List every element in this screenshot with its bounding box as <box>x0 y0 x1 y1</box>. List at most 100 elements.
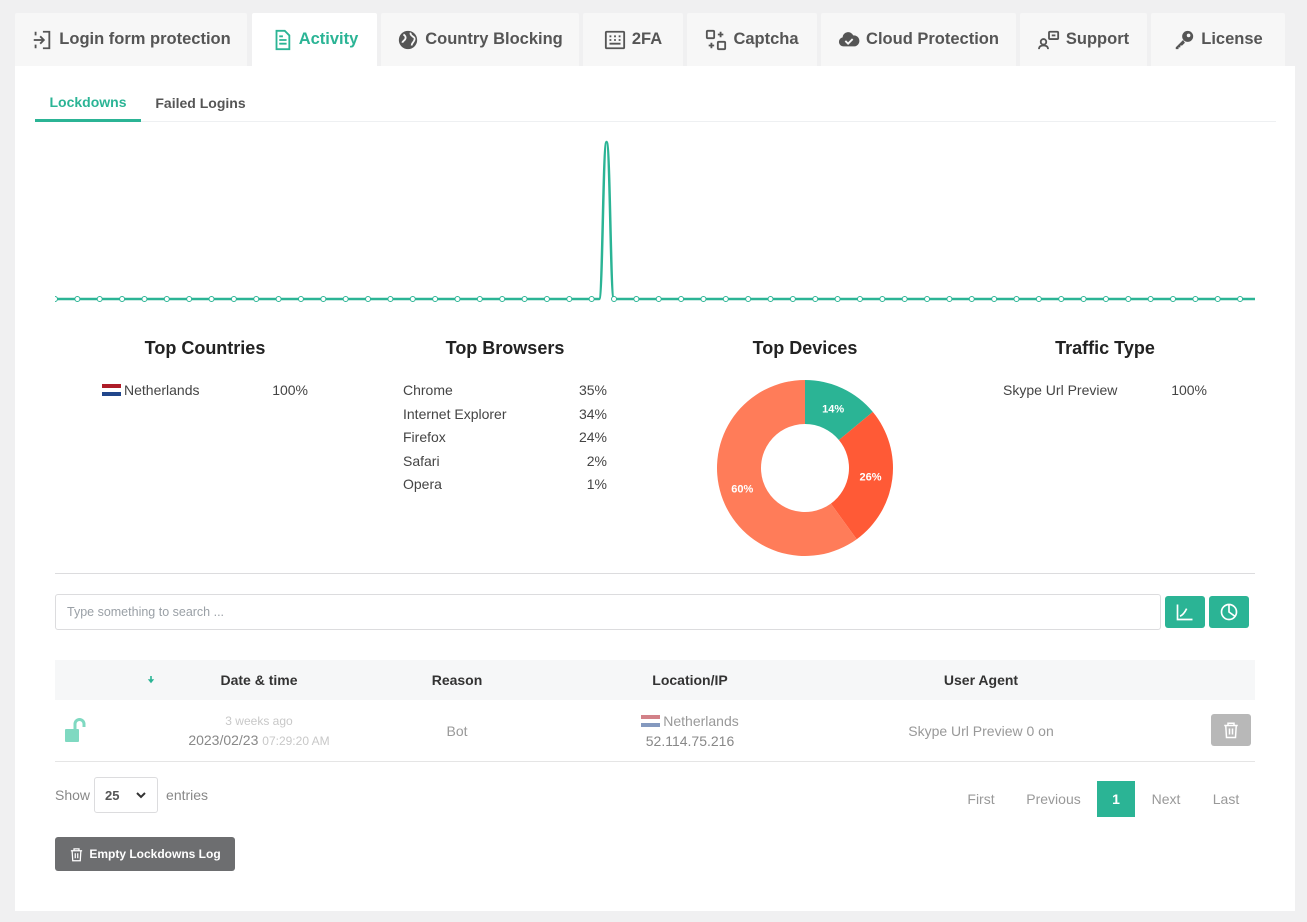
data-point <box>1058 296 1065 302</box>
pie-chart-toggle-button[interactable] <box>1209 596 1249 628</box>
delete-row-button[interactable] <box>1211 714 1251 746</box>
data-point <box>253 296 260 302</box>
data-point <box>1170 296 1177 302</box>
data-point <box>678 296 685 302</box>
date-time-cell: 3 weeks ago 2023/02/23 07:29:20 AM <box>179 700 339 762</box>
data-point <box>834 296 841 302</box>
activity-panel: Lockdowns Failed Logins Top Countries Ne… <box>15 66 1295 911</box>
column-reason[interactable]: Reason <box>431 672 483 688</box>
main-tabs: Login form protection Activity Country B… <box>15 13 1295 66</box>
subtab-failed-logins[interactable]: Failed Logins <box>155 94 246 111</box>
pagination-last[interactable]: Last <box>1212 791 1240 807</box>
tab-cloud-protection[interactable]: Cloud Protection <box>821 13 1016 66</box>
pagination-previous[interactable]: Previous <box>1026 791 1081 807</box>
donut-slice <box>717 380 857 556</box>
data-point <box>812 296 819 302</box>
netherlands-flag-icon <box>102 383 121 397</box>
data-point <box>454 296 461 302</box>
ip-address: 52.114.75.216 <box>645 733 735 749</box>
data-point <box>1192 296 1199 302</box>
data-point <box>700 296 707 302</box>
browser-row: Firefox 24% <box>403 427 607 447</box>
line-chart-toggle-button[interactable] <box>1165 596 1205 628</box>
keypad-icon <box>604 30 625 49</box>
relative-time: 3 weeks ago <box>225 714 293 728</box>
data-point <box>1125 296 1132 302</box>
document-icon <box>275 29 290 50</box>
tab-license[interactable]: License <box>1151 13 1285 66</box>
data-point <box>74 296 81 302</box>
browser-row: Opera 1% <box>403 474 607 494</box>
tab-label: Login form protection <box>59 30 231 48</box>
column-user-agent[interactable]: User Agent <box>943 672 1019 688</box>
browser-row: Internet Explorer 34% <box>403 404 607 424</box>
browser-name: Firefox <box>403 429 446 445</box>
data-point <box>499 296 506 302</box>
divider <box>55 573 1255 574</box>
tab-2fa[interactable]: 2FA <box>583 13 683 66</box>
pagination-page-1[interactable]: 1 <box>1097 781 1135 817</box>
browser-row: Safari 2% <box>403 451 607 471</box>
traffic-value: 100% <box>1171 382 1207 398</box>
browser-name: Chrome <box>403 382 453 398</box>
data-point <box>1147 296 1154 302</box>
tab-label: Support <box>1065 30 1130 48</box>
subtab-lockdowns[interactable]: Lockdowns <box>35 84 141 122</box>
browser-name: Safari <box>403 453 440 469</box>
data-point <box>924 296 931 302</box>
netherlands-flag-icon <box>641 714 661 728</box>
data-point <box>946 296 953 302</box>
tab-label: 2FA <box>631 30 663 48</box>
sign-in-icon <box>34 30 51 49</box>
search-input[interactable] <box>55 594 1161 630</box>
browser-value: 1% <box>586 476 607 492</box>
slice-label: 26% <box>859 471 881 483</box>
page-size-control: Show 25 entries <box>55 777 208 813</box>
data-point <box>297 296 304 302</box>
tab-login-form-protection[interactable]: Login form protection <box>15 13 247 66</box>
page-size-select[interactable]: 25 <box>94 777 159 813</box>
browser-name: Internet Explorer <box>403 406 507 422</box>
time: 07:29:20 AM <box>262 734 330 748</box>
tab-activity[interactable]: Activity <box>252 13 377 66</box>
donut-slice <box>805 380 873 440</box>
sort-indicator[interactable] <box>131 660 171 700</box>
data-point <box>1237 296 1244 302</box>
pagination-first[interactable]: First <box>967 791 995 807</box>
chevron-down-icon <box>136 792 146 799</box>
data-point <box>991 296 998 302</box>
tab-support[interactable]: Support <box>1020 13 1147 66</box>
table-row: 3 weeks ago 2023/02/23 07:29:20 AM Bot N… <box>55 700 1255 762</box>
tab-country-blocking[interactable]: Country Blocking <box>381 13 579 66</box>
show-label: Show <box>55 787 91 803</box>
data-point <box>141 296 148 302</box>
data-point <box>856 296 863 302</box>
data-point <box>655 296 662 302</box>
data-point <box>320 296 327 302</box>
country-value: 100% <box>272 382 308 398</box>
data-point <box>230 296 237 302</box>
globe-icon <box>399 30 418 49</box>
empty-lockdowns-log-button[interactable]: Empty Lockdowns Log <box>55 837 235 871</box>
donut-slice <box>830 411 893 540</box>
data-point <box>1013 296 1020 302</box>
trash-icon <box>1224 722 1238 739</box>
sort-down-icon <box>147 676 155 684</box>
column-date-time[interactable]: Date & time <box>220 672 298 688</box>
key-icon <box>1176 30 1194 49</box>
entries-label: entries <box>166 787 209 803</box>
support-icon <box>1037 30 1059 49</box>
data-point <box>387 296 394 302</box>
data-point <box>476 296 483 302</box>
unlock-action[interactable] <box>61 700 91 762</box>
traffic-row: Skype Url Preview 100% <box>1003 380 1207 400</box>
location-cell: Netherlands 52.114.75.216 <box>610 700 770 762</box>
tab-captcha[interactable]: Captcha <box>687 13 817 66</box>
browser-name: Opera <box>403 476 442 492</box>
pagination-next[interactable]: Next <box>1151 791 1181 807</box>
data-point <box>163 296 170 302</box>
column-location-ip[interactable]: Location/IP <box>652 672 728 688</box>
tab-label: Country Blocking <box>425 30 563 48</box>
page-size-value: 25 <box>105 787 120 803</box>
lockdowns-line-chart <box>55 140 1255 302</box>
